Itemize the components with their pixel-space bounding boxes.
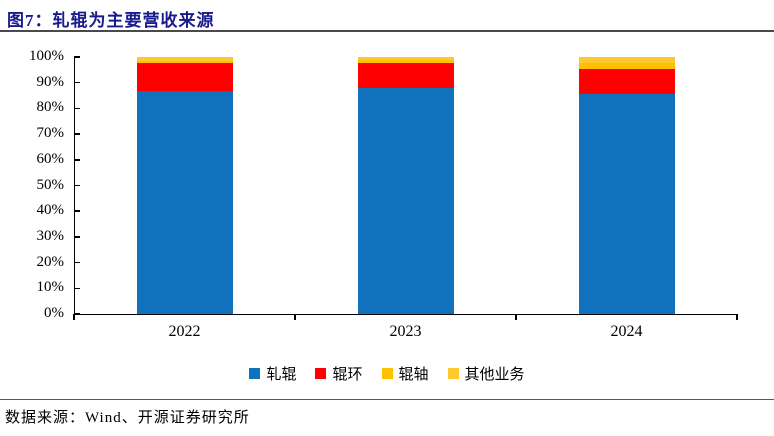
stacked-bar-2022: [136, 57, 233, 314]
figure-title: 图7：轧辊为主要营收来源: [7, 11, 215, 30]
y-axis-tick-mark: [74, 287, 80, 290]
legend-swatch-icon: [381, 368, 393, 379]
y-axis-tick-mark: [74, 236, 80, 238]
y-axis-tick-label: 0%: [44, 305, 64, 321]
bar-segment-轧辊: [357, 88, 454, 314]
x-axis-tick-mark: [294, 314, 296, 320]
bar-segment-其他业务: [136, 57, 233, 61]
y-axis-tick-label: 50%: [36, 176, 65, 193]
y-axis-tick-mark: [74, 81, 80, 84]
bar-segment-轧辊: [578, 94, 675, 314]
y-axis-tick-mark: [74, 261, 80, 264]
bar-segment-其他业务: [578, 57, 675, 64]
bar-segment-轧辊: [136, 90, 233, 314]
legend-item-轧辊: 轧辊: [249, 363, 296, 384]
x-axis-tick-mark: [736, 314, 738, 320]
y-axis-tick-mark: [74, 313, 80, 315]
bar-segment-辊轴: [357, 60, 454, 63]
legend-swatch-icon: [249, 368, 261, 379]
y-axis-tick-mark: [74, 107, 80, 110]
bar-segment-辊环: [357, 62, 454, 89]
footer-divider-line: [0, 399, 774, 400]
legend-item-辊环: 辊环: [315, 363, 363, 384]
legend-label: 其他业务: [464, 367, 525, 383]
x-axis-category-label: 2023: [389, 323, 422, 340]
x-axis-category-label: 2024: [610, 323, 643, 340]
y-axis-tick-label: 70%: [36, 125, 65, 142]
legend-swatch-icon: [315, 368, 327, 379]
y-axis-tick-label: 90%: [36, 73, 65, 90]
x-axis-tick-mark: [515, 314, 517, 320]
x-axis-category-label: 2022: [168, 323, 201, 340]
bar-segment-其他业务: [357, 57, 454, 61]
y-axis-tick-mark: [74, 159, 80, 161]
y-axis-tick-mark: [74, 210, 80, 212]
y-axis-tick-label: 100%: [29, 48, 64, 64]
y-axis-tick-mark: [74, 56, 80, 58]
legend-swatch-icon: [447, 368, 459, 379]
x-axis-tick-mark: [73, 314, 75, 320]
y-axis-tick-label: 30%: [36, 227, 65, 244]
bar-segment-辊环: [136, 63, 233, 91]
y-axis-tick-label: 20%: [36, 253, 65, 270]
legend-item-辊轴: 辊轴: [381, 363, 429, 384]
y-axis-tick-label: 80%: [36, 99, 65, 116]
chart-legend: 轧辊 辊环 辊轴 其他业务: [0, 363, 774, 384]
stacked-bar-2023: [357, 57, 454, 314]
legend-label: 辊环: [332, 367, 363, 383]
y-axis-tick-label: 10%: [36, 279, 65, 296]
bar-segment-辊环: [578, 68, 675, 95]
y-axis-tick-label: 60%: [36, 150, 65, 167]
legend-label: 轧辊: [266, 367, 297, 383]
title-divider-line: [0, 30, 774, 32]
bar-segment-辊轴: [136, 60, 233, 64]
y-axis-tick-label: 40%: [36, 202, 65, 219]
data-source-note: 数据来源：Wind、开源证券研究所: [5, 410, 250, 426]
stacked-bar-2024: [578, 57, 675, 314]
y-axis-tick-mark: [74, 184, 80, 187]
bar-segment-辊轴: [578, 63, 675, 69]
legend-item-其他业务: 其他业务: [447, 363, 525, 384]
legend-label: 辊轴: [398, 367, 429, 383]
y-axis-tick-mark: [74, 133, 80, 135]
